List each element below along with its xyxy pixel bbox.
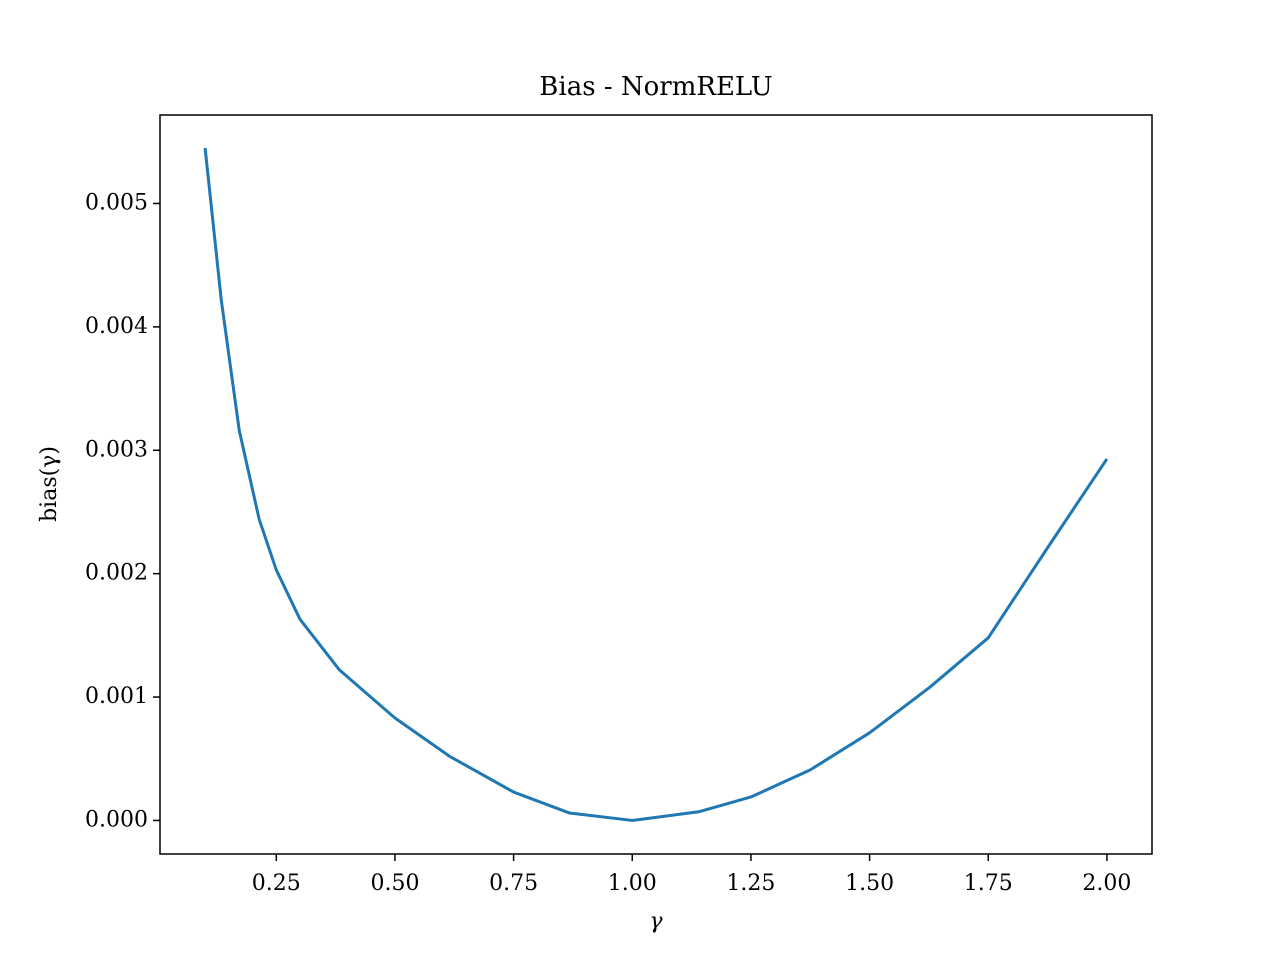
y-tick-label: 0.002 [85, 561, 148, 586]
y-tick-label: 0.005 [85, 190, 148, 215]
y-tick-label: 0.001 [85, 684, 148, 709]
y-axis-label: bias(γ) [37, 446, 62, 522]
line [203, 147, 1109, 822]
chart-title: Bias - NormRELU [539, 72, 772, 102]
plot-frame [159, 114, 1153, 855]
x-tick-label: 2.00 [1082, 871, 1131, 896]
x-tick-label: 1.25 [726, 871, 775, 896]
x-tick-label: 0.25 [252, 871, 301, 896]
x-tick-label: 1.00 [608, 871, 657, 896]
x-tick-label: 0.50 [370, 871, 419, 896]
x-tick-label: 1.50 [845, 871, 894, 896]
x-axis-label: γ [649, 909, 663, 934]
y-tick-label: 0.003 [85, 437, 148, 462]
y-tick-label: 0.000 [85, 807, 148, 832]
x-tick-label: 1.75 [964, 871, 1013, 896]
x-tick-label: 0.75 [489, 871, 538, 896]
y-tick-label: 0.004 [85, 314, 148, 339]
